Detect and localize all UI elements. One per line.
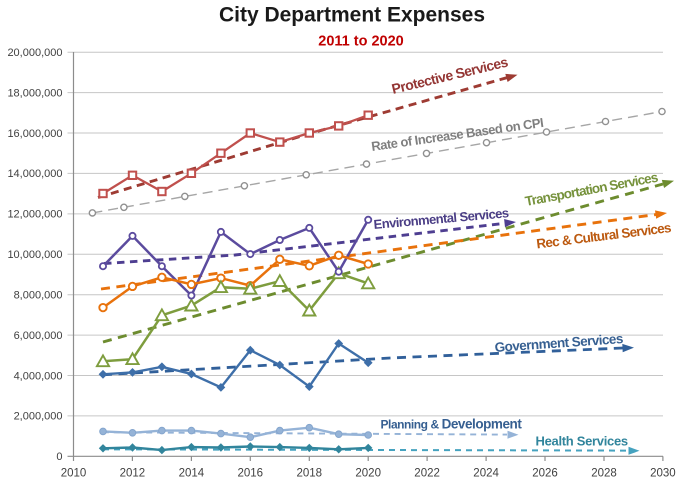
svg-text:0: 0 [56,451,62,463]
svg-text:2011 to 2020: 2011 to 2020 [318,34,403,50]
svg-text:2016: 2016 [238,468,264,480]
svg-text:City Department Expenses: City Department Expenses [219,3,485,26]
svg-text:2014: 2014 [179,468,205,480]
svg-text:2024: 2024 [473,468,499,480]
svg-text:2,000,000: 2,000,000 [14,411,63,423]
svg-text:2010: 2010 [61,468,87,480]
svg-text:2028: 2028 [591,468,617,480]
svg-text:16,000,000: 16,000,000 [7,128,62,140]
svg-text:6,000,000: 6,000,000 [14,330,63,342]
svg-text:2012: 2012 [120,468,146,480]
svg-text:2030: 2030 [650,468,676,480]
svg-text:8,000,000: 8,000,000 [14,290,63,302]
svg-text:2026: 2026 [532,468,558,480]
svg-text:10,000,000: 10,000,000 [7,249,62,261]
svg-text:Planning & Development: Planning & Development [381,416,523,431]
svg-text:20,000,000: 20,000,000 [7,47,62,59]
svg-text:Health Services: Health Services [536,434,628,449]
svg-text:4,000,000: 4,000,000 [14,370,63,382]
svg-text:12,000,000: 12,000,000 [7,209,62,221]
svg-text:2022: 2022 [414,468,440,480]
svg-text:2018: 2018 [297,468,323,480]
svg-text:14,000,000: 14,000,000 [7,168,62,180]
svg-text:2020: 2020 [355,468,381,480]
svg-text:18,000,000: 18,000,000 [7,87,62,99]
